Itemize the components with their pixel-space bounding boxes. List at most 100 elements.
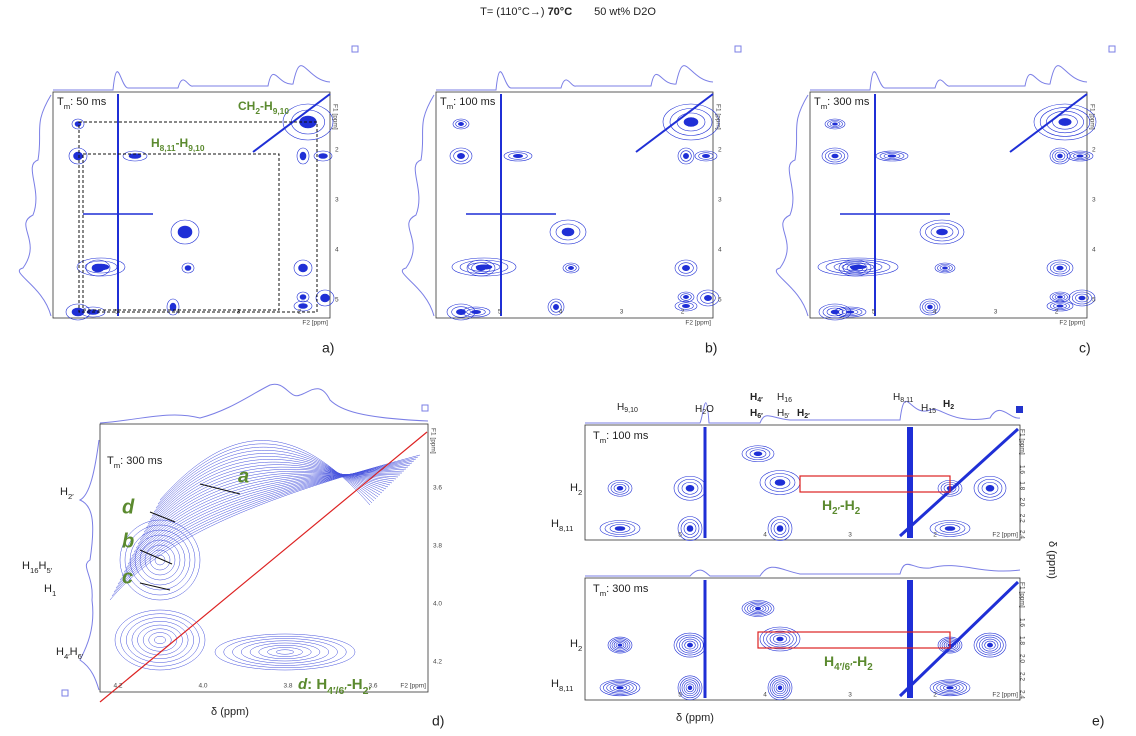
contour xyxy=(929,679,971,697)
contour xyxy=(879,151,905,161)
contour xyxy=(223,636,347,668)
contour xyxy=(1076,154,1084,158)
contour xyxy=(833,261,883,273)
contour xyxy=(922,300,938,314)
contour xyxy=(925,222,959,242)
contour xyxy=(977,478,1003,498)
contour xyxy=(610,481,630,495)
contour xyxy=(887,154,897,158)
text-part: 15 xyxy=(928,408,936,415)
y-tick-label: 2.2 xyxy=(1018,514,1025,523)
text-part: : 300 ms xyxy=(120,455,163,467)
contour xyxy=(686,525,694,532)
y-tick-label: 5 xyxy=(1092,297,1096,304)
contour xyxy=(939,265,951,271)
contour xyxy=(617,643,623,647)
text-part: 4′/6′ xyxy=(327,685,347,697)
contour xyxy=(73,151,83,161)
y-unit: F1 [ppm] xyxy=(429,428,436,454)
contour xyxy=(683,153,689,159)
x-unit: F2 [ppm] xyxy=(400,683,426,690)
text-part: 9,10 xyxy=(188,143,205,153)
text-part: H xyxy=(70,646,78,658)
y-tick-label: 2.2 xyxy=(1018,672,1025,681)
peak-label: c xyxy=(122,566,133,588)
text-part: 6′ xyxy=(78,652,84,661)
text-part: H xyxy=(777,408,784,419)
contour xyxy=(694,150,718,162)
text-part: m xyxy=(114,461,120,470)
contour xyxy=(678,302,694,310)
contour xyxy=(752,605,764,612)
contour xyxy=(147,459,383,525)
peak-label: a xyxy=(238,465,249,487)
contour xyxy=(452,118,470,130)
y-tick-label: 5 xyxy=(718,297,722,304)
contour xyxy=(919,219,965,245)
contour xyxy=(137,624,183,656)
x-tick-label: 4 xyxy=(933,309,937,316)
contour xyxy=(698,152,714,160)
panel-letter: e) xyxy=(1092,713,1104,729)
text-part: 9,10 xyxy=(273,106,290,116)
x-tick-label: 2 xyxy=(1055,309,1059,316)
f1-projection xyxy=(401,94,435,317)
panel-frame xyxy=(435,91,714,319)
text-part: 2 xyxy=(578,644,582,653)
contour xyxy=(673,475,707,501)
contour xyxy=(299,151,307,161)
text-part: H xyxy=(750,392,757,403)
contour xyxy=(822,305,848,319)
contour xyxy=(776,636,784,642)
text-part: H xyxy=(570,638,578,650)
contour xyxy=(936,682,964,694)
text-part: 2 xyxy=(855,506,861,517)
y-tick-label: 2 xyxy=(335,147,339,154)
contour xyxy=(1071,291,1093,305)
text-part: m xyxy=(600,589,606,598)
f2-projection xyxy=(53,65,331,91)
contour xyxy=(930,225,954,239)
text-part: 2 xyxy=(702,409,706,416)
y-tick-label: 5 xyxy=(335,297,339,304)
contour xyxy=(298,303,308,309)
text-part: 2′ xyxy=(804,413,810,420)
contour xyxy=(680,150,692,162)
x-tick-label: 5 xyxy=(678,532,682,539)
text-part: H xyxy=(617,402,624,413)
contour xyxy=(508,152,528,160)
diagonal xyxy=(898,580,1020,698)
contour xyxy=(883,153,901,159)
contour xyxy=(745,447,771,461)
contour xyxy=(677,516,703,541)
contour xyxy=(604,522,636,535)
contour xyxy=(599,679,641,697)
contour xyxy=(677,147,695,165)
text-part: 8,11 xyxy=(559,524,573,533)
contour xyxy=(841,263,875,271)
text-part: H xyxy=(750,408,757,419)
contour xyxy=(1066,150,1094,162)
text-part: 16 xyxy=(30,566,39,575)
contour xyxy=(946,686,954,690)
contour xyxy=(1058,118,1072,126)
contour xyxy=(936,228,948,236)
contour xyxy=(313,150,333,162)
text-part: m xyxy=(600,436,606,445)
cross-peak-box xyxy=(799,475,951,493)
corner-marker xyxy=(351,45,359,53)
text-part: H xyxy=(893,392,900,403)
f1-projection xyxy=(18,94,52,317)
contour xyxy=(133,473,397,553)
contour xyxy=(135,472,395,549)
contour xyxy=(555,223,581,241)
x-tick-label: 5 xyxy=(872,309,876,316)
panel-frame xyxy=(584,424,1021,541)
contour xyxy=(849,264,867,270)
mixing-time: Tm: 300 ms xyxy=(107,455,163,470)
contour xyxy=(662,103,720,141)
mixing-time: Tm: 50 ms xyxy=(57,96,107,111)
contour xyxy=(154,554,166,566)
contour xyxy=(293,300,313,312)
